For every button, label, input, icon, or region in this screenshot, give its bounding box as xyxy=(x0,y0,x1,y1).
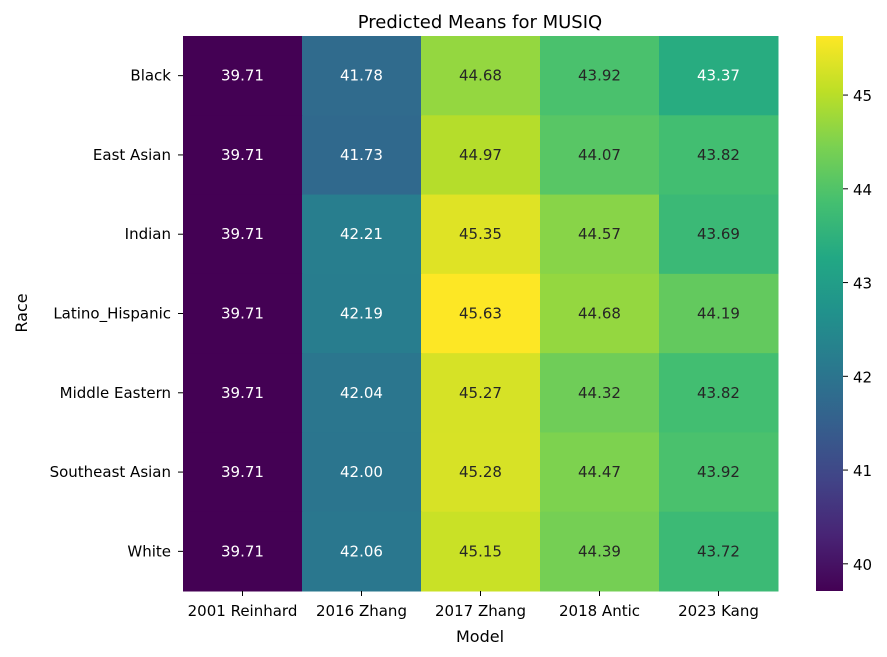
heatmap-cell xyxy=(540,36,660,116)
heatmap-cell xyxy=(421,273,541,354)
cell-value-label: 39.71 xyxy=(221,225,264,243)
y-tick-label: East Asian xyxy=(93,146,171,164)
heatmap-cell xyxy=(183,115,303,196)
cell-value-label: 43.72 xyxy=(697,542,740,560)
cell-value-label: 44.32 xyxy=(578,384,621,402)
heatmap-cell xyxy=(540,511,660,592)
cell-value-label: 44.97 xyxy=(459,146,502,164)
heatmap-cell xyxy=(421,353,541,433)
cell-value-label: 45.35 xyxy=(459,225,502,243)
colorbar-tick-label: 45 xyxy=(853,87,872,105)
y-axis-ticks: Black East Asian Indian Latino_Hispanic Midd… xyxy=(50,67,183,560)
colorbar-tick-label: 40 xyxy=(853,556,872,574)
cell-value-label: 43.37 xyxy=(697,67,740,85)
cell-value-label: 44.57 xyxy=(578,225,621,243)
heatmap-cell xyxy=(540,194,660,275)
heatmap-cell xyxy=(659,36,779,116)
heatmap-cell xyxy=(421,432,541,513)
heatmap-cell xyxy=(659,194,779,275)
colorbar-tick-label: 41 xyxy=(853,462,872,480)
cell-value-label: 39.71 xyxy=(221,463,264,481)
cell-value-label: 43.69 xyxy=(697,225,740,243)
cell-value-label: 45.15 xyxy=(459,542,502,560)
cell-value-label: 44.39 xyxy=(578,542,621,560)
heatmap-cell xyxy=(540,432,660,513)
x-tick-label: 2001 Reinhard xyxy=(188,602,298,620)
heatmap-cell xyxy=(540,115,660,196)
chart-title: Predicted Means for MUSIQ xyxy=(358,12,602,33)
x-axis-ticks: 2001 Reinhard 2016 Zhang 2017 Zhang 2018 An… xyxy=(188,591,759,620)
cell-value-label: 43.82 xyxy=(697,146,740,164)
heatmap-cell xyxy=(540,353,660,433)
heatmap-cell xyxy=(540,273,660,354)
heatmap-cell xyxy=(302,194,422,275)
colorbar-tick-label: 44 xyxy=(853,181,872,199)
cell-value-label: 44.07 xyxy=(578,146,621,164)
x-tick-label: 2023 Kang xyxy=(678,602,759,620)
x-tick-label: 2018 Antic xyxy=(559,602,640,620)
heatmap-cell xyxy=(421,194,541,275)
cell-value-label: 45.63 xyxy=(459,305,502,323)
cell-value-label: 45.27 xyxy=(459,384,502,402)
heatmap-cell xyxy=(302,432,422,513)
cell-value-label: 43.92 xyxy=(578,67,621,85)
cell-value-label: 44.47 xyxy=(578,463,621,481)
heatmap-cell xyxy=(302,36,422,116)
cell-value-label: 42.04 xyxy=(340,384,383,402)
cell-value-label: 39.71 xyxy=(221,542,264,560)
cell-value-label: 39.71 xyxy=(221,67,264,85)
colorbar-ticks: 40 41 42 43 44 45 xyxy=(843,87,872,574)
y-axis-label: Race xyxy=(12,293,31,332)
cell-value-label: 42.06 xyxy=(340,542,383,560)
heatmap-cell xyxy=(421,36,541,116)
heatmap-cell xyxy=(183,353,303,433)
cell-value-label: 43.92 xyxy=(697,463,740,481)
cell-value-label: 42.00 xyxy=(340,463,383,481)
cell-value-label: 39.71 xyxy=(221,305,264,323)
cell-value-label: 45.28 xyxy=(459,463,502,481)
x-tick-label: 2017 Zhang xyxy=(435,602,526,620)
cell-value-label: 41.73 xyxy=(340,146,383,164)
cell-value-label: 42.21 xyxy=(340,225,383,243)
heatmap-cell xyxy=(183,36,303,116)
heatmap-cell xyxy=(421,511,541,592)
heatmap-cell xyxy=(302,273,422,354)
heatmap-cell xyxy=(659,115,779,196)
y-tick-label: Southeast Asian xyxy=(50,463,171,481)
cell-value-label: 44.68 xyxy=(459,67,502,85)
heatmap-cell xyxy=(183,511,303,592)
heatmap-cell xyxy=(302,353,422,433)
heatmap-cell xyxy=(302,115,422,196)
y-tick-label: Latino_Hispanic xyxy=(53,305,171,324)
y-tick-label: White xyxy=(127,542,171,560)
x-tick-label: 2016 Zhang xyxy=(316,602,407,620)
colorbar-tick-label: 43 xyxy=(853,275,872,293)
y-tick-label: Indian xyxy=(125,225,171,243)
colorbar xyxy=(816,36,843,591)
cell-value-label: 43.82 xyxy=(697,384,740,402)
heatmap-cell xyxy=(659,511,779,592)
x-axis-label: Model xyxy=(456,627,504,646)
heatmap-cell xyxy=(421,115,541,196)
cell-value-label: 42.19 xyxy=(340,305,383,323)
heatmap-cell xyxy=(659,273,779,354)
heatmap-cells xyxy=(183,36,779,592)
heatmap-cell xyxy=(302,511,422,592)
cell-value-label: 39.71 xyxy=(221,384,264,402)
heatmap-cell xyxy=(183,432,303,513)
cell-value-label: 39.71 xyxy=(221,146,264,164)
cell-value-label: 44.68 xyxy=(578,305,621,323)
cell-value-label: 44.19 xyxy=(697,305,740,323)
y-tick-label: Black xyxy=(130,67,171,85)
heatmap-cell xyxy=(659,432,779,513)
cell-value-label: 41.78 xyxy=(340,67,383,85)
heatmap-cell-labels: 39.71 41.78 44.68 43.92 43.37 39.71 41.73 44.97… xyxy=(221,67,740,561)
y-tick-label: Middle Eastern xyxy=(60,384,171,402)
heatmap-cell xyxy=(183,273,303,354)
colorbar-tick-label: 42 xyxy=(853,368,872,386)
heatmap-cell xyxy=(183,194,303,275)
heatmap-cell xyxy=(659,353,779,433)
